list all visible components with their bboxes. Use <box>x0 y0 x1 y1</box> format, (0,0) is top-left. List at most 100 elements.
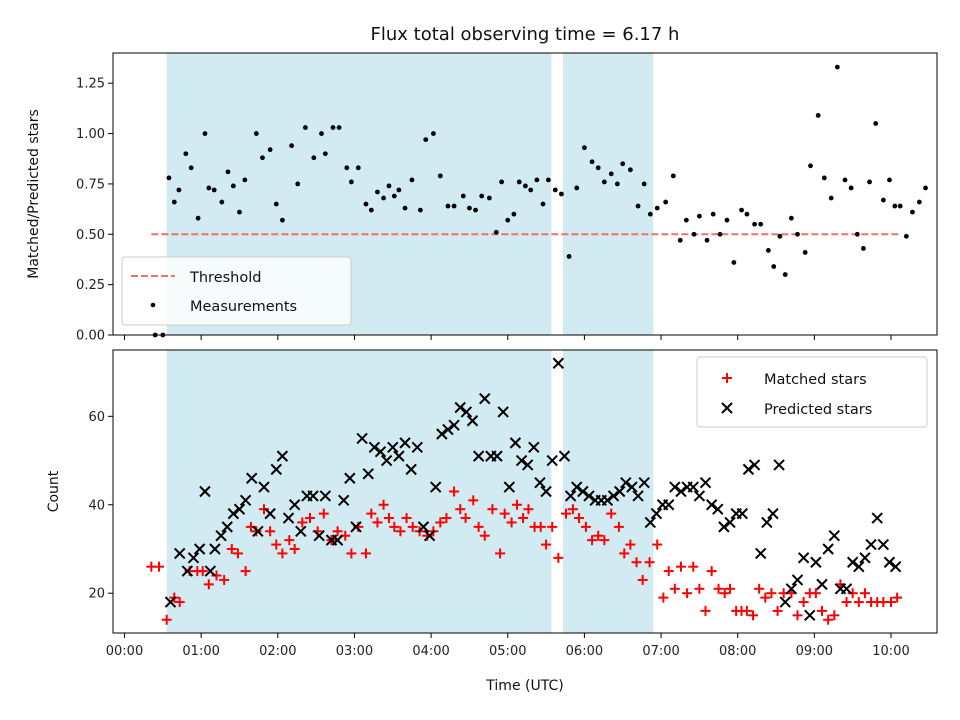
measurement-point <box>493 229 499 235</box>
x-tick-label: 08:00 <box>719 644 756 659</box>
predicted-star-point <box>644 516 657 529</box>
measurement-point <box>670 173 676 179</box>
measurement-point <box>437 173 443 179</box>
measurement-point <box>195 215 201 221</box>
measurement-point <box>704 237 710 243</box>
measurement-point <box>522 183 528 189</box>
measurement-point <box>582 145 587 151</box>
measurement-point <box>854 231 860 237</box>
measurement-point <box>267 147 273 153</box>
measurement-point <box>828 195 834 201</box>
measurement-point <box>322 151 328 157</box>
matched-star-point <box>153 561 164 572</box>
measurement-point <box>260 155 265 161</box>
predicted-star-point <box>663 499 675 511</box>
matched-star-point <box>332 526 343 537</box>
measurement-point <box>731 260 737 265</box>
predicted-star-point <box>405 463 417 476</box>
matched-star-point <box>219 574 230 585</box>
measurement-point <box>279 217 285 223</box>
measurement-point <box>302 125 308 130</box>
ratio-panel-frame <box>112 52 938 336</box>
predicted-star-point <box>626 481 638 493</box>
matched-star-point <box>619 548 630 559</box>
matched-star-point <box>580 521 591 532</box>
count-legend: Matched stars Predicted stars <box>696 356 928 428</box>
measurement-point <box>486 195 492 201</box>
measurement-point <box>608 171 614 177</box>
legend-measurements-label: Measurements <box>190 299 297 315</box>
matched-star-point <box>593 530 604 541</box>
matched-star-point <box>289 543 300 554</box>
predicted-star-point <box>859 552 871 564</box>
predicted-star-point <box>705 499 718 511</box>
matched-star-point <box>713 583 724 594</box>
measurement-point <box>402 205 408 211</box>
measurement-point <box>724 217 730 223</box>
predicted-star-point <box>816 578 828 591</box>
predicted-star-point <box>767 507 779 520</box>
count-legend-box <box>696 356 928 428</box>
measurement-point <box>654 205 660 211</box>
matched-star-point <box>688 561 699 572</box>
predicted-star-point <box>773 459 785 471</box>
measurement-point <box>375 189 380 195</box>
predicted-star-point <box>221 521 233 533</box>
measurement-point <box>880 197 886 203</box>
predicted-star-point <box>509 437 522 449</box>
predicted-star-point <box>558 450 571 462</box>
measurement-point <box>516 179 522 185</box>
count-panel-frame <box>112 349 938 634</box>
measurement-point <box>601 179 607 185</box>
matched-star-point <box>383 513 394 524</box>
predicted-star-point <box>675 485 687 498</box>
measurement-point <box>916 199 922 205</box>
measurement-point <box>842 177 848 183</box>
measurement-point <box>821 175 827 181</box>
predicted-star-point <box>540 485 552 498</box>
legend-predicted-label: Predicted stars <box>764 402 872 418</box>
measurement-point <box>451 203 457 209</box>
y-tick-label: 20 <box>88 587 105 602</box>
predicted-star-point <box>199 485 211 498</box>
legend-predicted-swatch <box>721 402 733 414</box>
matched-star-point <box>360 548 371 559</box>
predicted-star-point <box>472 450 485 462</box>
matched-star-point <box>174 597 185 608</box>
legend-measurements-swatch <box>150 302 156 308</box>
predicted-star-point <box>687 481 699 493</box>
ratio-legend-box <box>121 256 352 326</box>
measurement-point <box>499 179 505 185</box>
measurement-point <box>545 177 551 183</box>
predicted-star-point <box>252 525 264 538</box>
predicted-star-point <box>742 463 755 476</box>
predicted-star-point <box>761 516 773 529</box>
predicted-star-point <box>889 560 902 573</box>
matched-star-point <box>652 539 663 550</box>
measurement-point <box>460 193 466 199</box>
predicted-star-point <box>295 525 307 538</box>
ratio-panel: 0.00 0.25 0.50 0.75 1.00 1.25 Matched/Predict… <box>26 52 938 344</box>
matched-star-point <box>449 486 460 497</box>
predicted-star-point <box>583 490 595 502</box>
predicted-star-point <box>423 530 436 542</box>
matched-star-point <box>675 561 686 572</box>
matched-star-point <box>567 504 578 515</box>
predicted-star-point <box>613 485 626 498</box>
predicted-star-point <box>187 552 200 564</box>
legend-plus-marker <box>722 373 732 383</box>
measurement-point <box>253 131 259 136</box>
measurement-point <box>348 179 354 185</box>
matched-star-point <box>694 583 705 594</box>
predicted-star-point <box>380 454 393 467</box>
matched-star-point <box>277 548 288 559</box>
matched-star-point <box>441 513 452 524</box>
x-tick-label: 04:00 <box>412 644 449 659</box>
measurement-point <box>873 121 879 126</box>
predicted-star-point <box>822 543 834 555</box>
predicted-star-point <box>466 415 479 427</box>
matched-star-point <box>468 495 479 506</box>
predicted-star-point <box>368 441 381 453</box>
measurement-point <box>559 191 564 197</box>
matched-star-point <box>754 583 765 594</box>
